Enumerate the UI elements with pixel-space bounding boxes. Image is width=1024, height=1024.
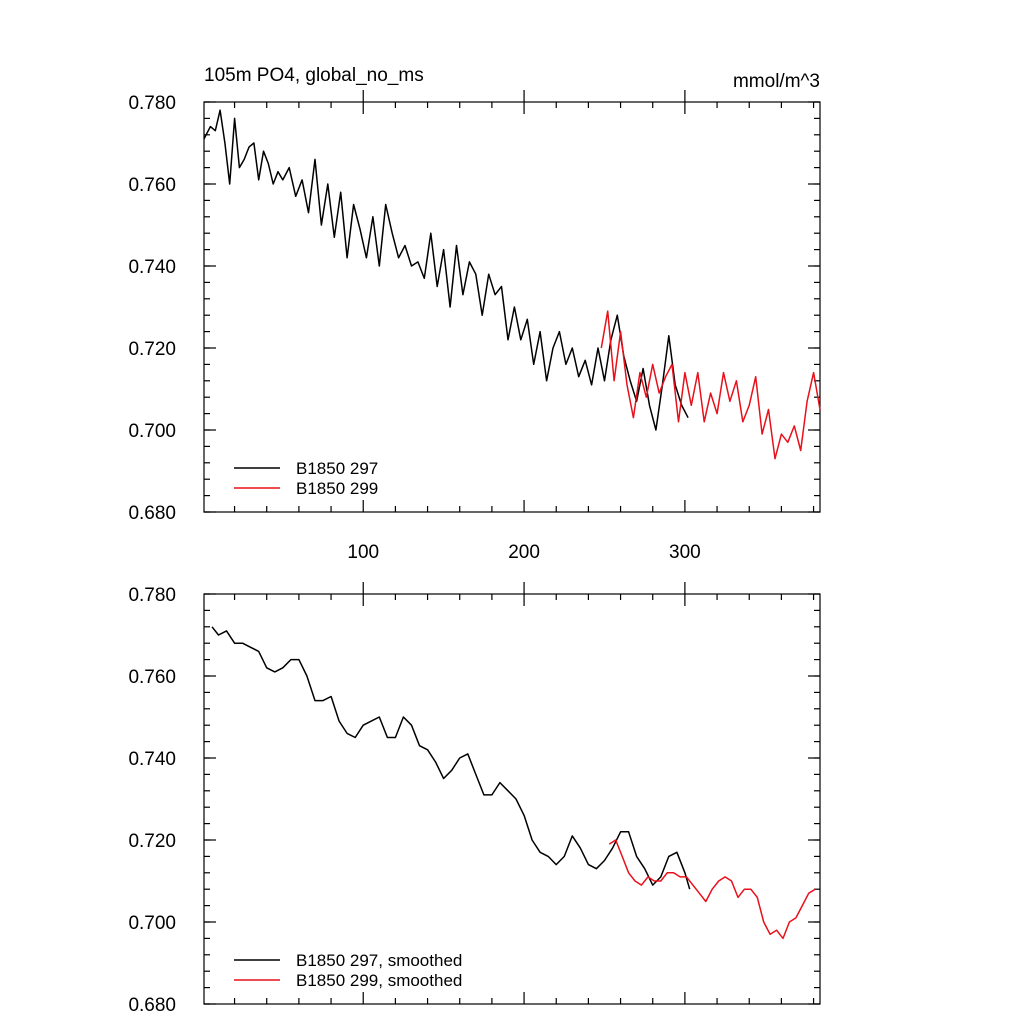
top-panel: 105m PO4, global_no_ms mmol/m^3 0.680 0.7… — [128, 65, 821, 563]
series-line-1 — [211, 626, 691, 890]
axis-ticks: 0.680 0.700 0.720 0.740 0.760 0.780 — [128, 582, 820, 1016]
series-line-1 — [203, 109, 689, 431]
legend-label-1: B1850 297, smoothed — [296, 951, 462, 970]
chart-title: 105m PO4, global_no_ms — [204, 65, 424, 86]
series-layer — [211, 626, 816, 940]
plot-frame — [203, 593, 821, 1005]
series-line-2 — [608, 839, 816, 940]
x-tick-label: 200 — [508, 542, 540, 563]
legend-label-2: B1850 299 — [296, 479, 378, 498]
y-tick-label: 0.760 — [128, 175, 176, 196]
y-tick-label: 0.780 — [128, 93, 176, 114]
y-tick-label: 0.740 — [128, 257, 176, 278]
plot-frame — [203, 101, 821, 513]
y-tick-label: 0.740 — [128, 749, 176, 770]
series-layer — [203, 109, 821, 460]
y-tick-label: 0.680 — [128, 995, 176, 1016]
y-tick-label: 0.700 — [128, 913, 176, 934]
y-tick-label: 0.720 — [128, 831, 176, 852]
units-label: mmol/m^3 — [733, 71, 820, 92]
y-tick-label: 0.720 — [128, 339, 176, 360]
y-tick-label: 0.700 — [128, 421, 176, 442]
x-tick-label: 100 — [347, 542, 379, 563]
axis-ticks: 0.680 0.700 0.720 0.740 0.760 0.780 100 200 300 — [128, 90, 820, 563]
y-tick-label: 0.760 — [128, 667, 176, 688]
y-tick-label: 0.680 — [128, 503, 176, 524]
legend-label-1: B1850 297 — [296, 459, 378, 478]
legend-label-2: B1850 299, smoothed — [296, 971, 462, 990]
y-tick-label: 0.780 — [128, 585, 176, 606]
x-tick-label: 300 — [669, 542, 701, 563]
series-line-2 — [600, 310, 821, 460]
bottom-panel: 0.680 0.700 0.720 0.740 0.760 0.780 B1850 297… — [128, 582, 821, 1016]
